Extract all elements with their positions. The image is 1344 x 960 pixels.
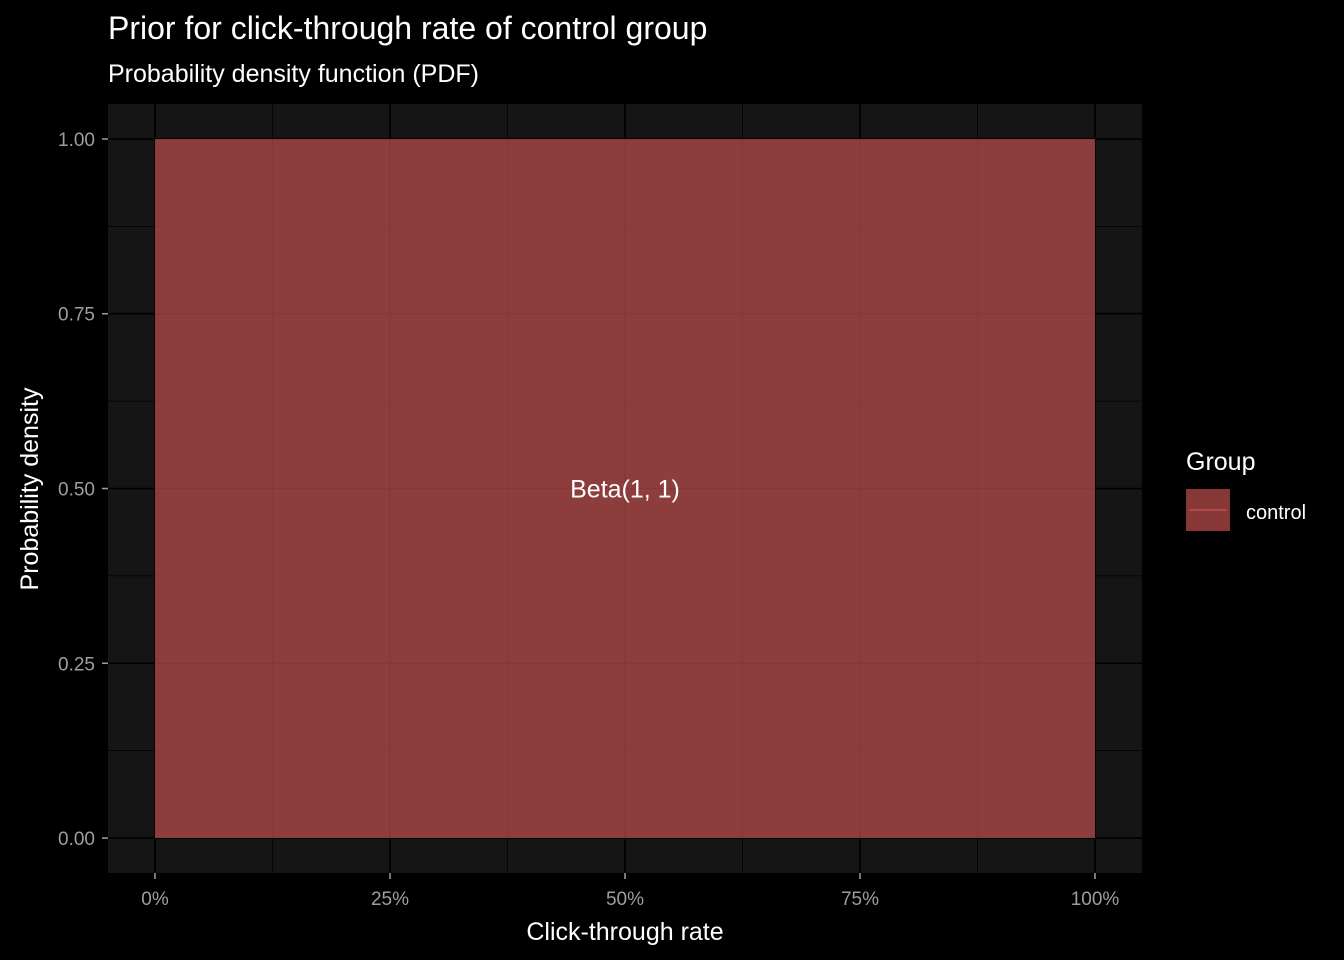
density-areas <box>155 138 1095 839</box>
x-tick-label: 75% <box>841 889 879 910</box>
x-tick-label: 0% <box>141 889 169 910</box>
x-tick-label: 25% <box>371 889 409 910</box>
x-tick-label: 100% <box>1071 889 1120 910</box>
legend-label-control: control <box>1246 502 1306 524</box>
legend: Group control <box>1186 448 1306 531</box>
y-tick-label: 0.50 <box>58 480 95 501</box>
x-axis: 0% 25% 50% 75% 100% <box>141 873 1119 910</box>
chart-subtitle: Probability density function (PDF) <box>108 60 479 88</box>
y-tick-label: 0.00 <box>58 829 95 850</box>
legend-title: Group <box>1186 448 1255 476</box>
x-tick-label: 50% <box>606 889 644 910</box>
y-tick-label: 1.00 <box>58 130 95 151</box>
annotation-label: Beta(1, 1) <box>570 476 680 504</box>
y-tick-label: 0.75 <box>58 305 95 326</box>
y-axis-title: Probability density <box>16 387 44 590</box>
y-tick-label: 0.25 <box>58 654 95 675</box>
density-area-control <box>155 138 1095 839</box>
chart-title: Prior for click-through rate of control … <box>108 10 708 46</box>
y-axis: 0.00 0.25 0.50 0.75 1.00 <box>58 130 108 850</box>
x-axis-title: Click-through rate <box>526 918 723 946</box>
